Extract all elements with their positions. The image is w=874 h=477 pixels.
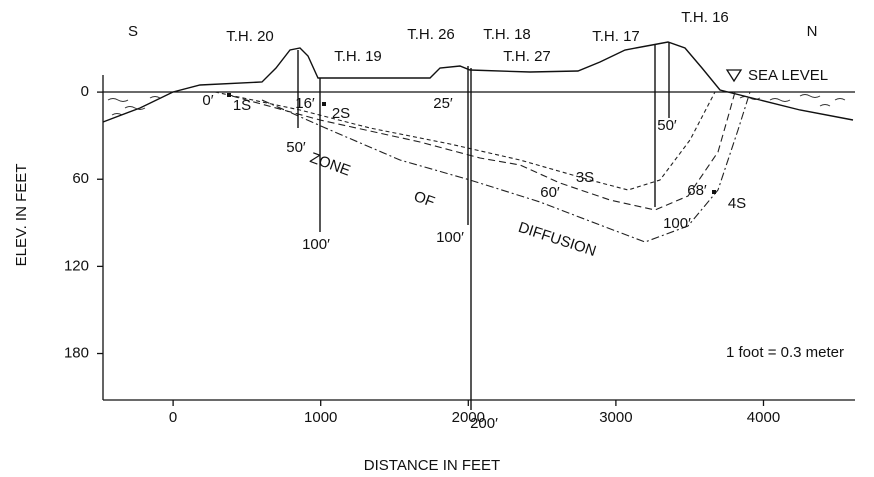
depth-label: 25′ <box>433 95 453 112</box>
depth-label: 68′ <box>687 182 707 199</box>
depth-label: 50′ <box>657 117 677 134</box>
depth-label: 100′ <box>436 229 464 246</box>
y-tick-label: 60 <box>72 170 89 187</box>
depth-label: 100′ <box>663 215 691 232</box>
sample-label: 1S <box>233 97 251 114</box>
x-tick-label: 3000 <box>599 409 632 426</box>
sample-label: 2S <box>332 105 350 122</box>
x-tick-label: 0 <box>169 409 177 426</box>
sample-points <box>227 93 716 194</box>
upper-contour <box>214 91 716 191</box>
middle-contour <box>231 91 736 211</box>
sample-label: 3S <box>576 169 594 186</box>
hole-label: T.H. 18 <box>483 26 531 43</box>
hole-label: T.H. 27 <box>503 48 551 65</box>
water-marks <box>107 94 846 116</box>
depth-label: 60′ <box>540 184 560 201</box>
y-tick-label: 180 <box>64 344 89 361</box>
hole-label: T.H. 17 <box>592 28 640 45</box>
sea-level-symbol <box>725 69 743 83</box>
x-tick-label: 4000 <box>747 409 780 426</box>
y-axis-label: ELEV. IN FEET <box>13 164 30 267</box>
x-tick-label: 1000 <box>304 409 337 426</box>
y-tick-label: 120 <box>64 257 89 274</box>
depth-label: 50′ <box>286 139 306 156</box>
zone-label: ZONE <box>308 149 353 179</box>
hole-label: T.H. 19 <box>334 48 382 65</box>
depth-label: 100′ <box>302 236 330 253</box>
direction-label: S <box>128 23 138 40</box>
depth-label: 200′ <box>470 415 498 432</box>
y-tick-label: 0 <box>81 83 89 100</box>
direction-label: N <box>807 23 818 40</box>
depth-label: 16′ <box>295 95 315 112</box>
sea-level-label: SEA LEVEL <box>748 67 828 84</box>
hole-label: T.H. 16 <box>681 9 729 26</box>
scale-note: 1 foot = 0.3 meter <box>726 344 844 361</box>
hole-label: T.H. 26 <box>407 26 455 43</box>
ground-surface <box>102 41 854 123</box>
hole-label: T.H. 20 <box>226 28 274 45</box>
x-tick-label: 2000 <box>452 409 485 426</box>
x-axis-label: DISTANCE IN FEET <box>364 457 500 474</box>
zone-label: OF <box>411 188 436 211</box>
depth-label: 0′ <box>202 92 213 109</box>
zone-label: DIFFUSION <box>516 219 598 260</box>
sample-label: 4S <box>728 195 746 212</box>
